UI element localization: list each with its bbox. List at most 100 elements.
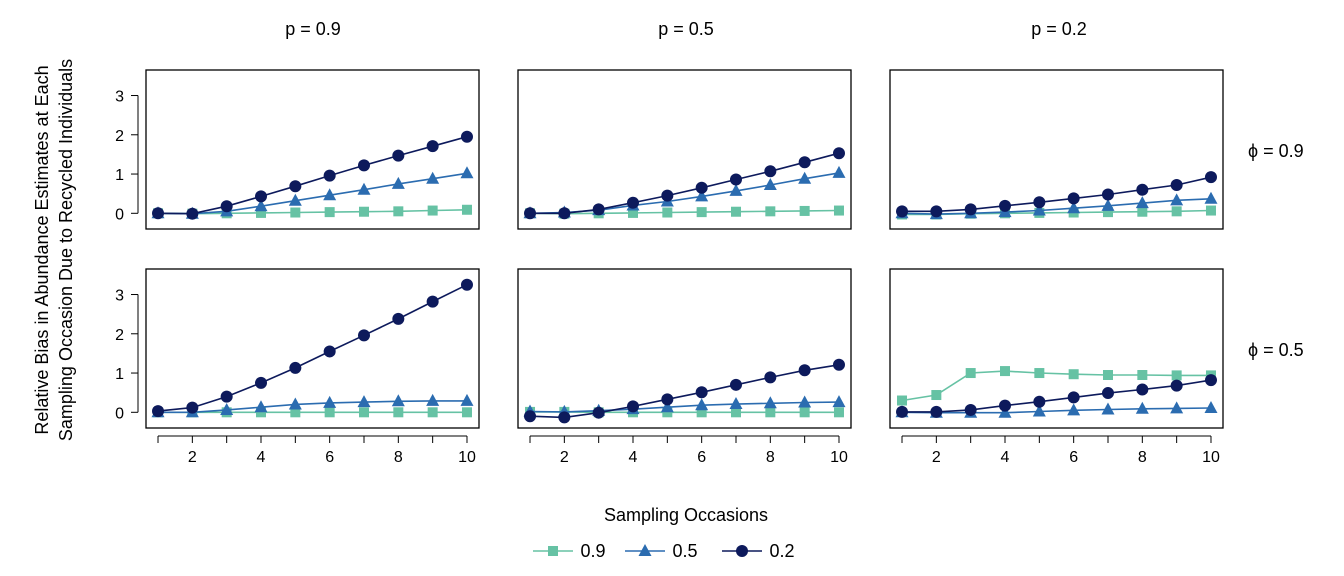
legend-item-0.5: 0.5	[625, 541, 698, 561]
data-point	[220, 200, 233, 213]
data-point	[220, 390, 233, 403]
col-label-p-0.2: p = 0.2	[1031, 19, 1087, 39]
data-point	[289, 180, 302, 193]
panel-r0-c0: 0 1 2 3	[115, 69, 480, 230]
data-point	[1170, 379, 1183, 392]
data-point	[930, 205, 943, 218]
data-point	[220, 402, 234, 415]
data-point	[358, 206, 369, 217]
data-point	[357, 159, 370, 172]
data-point	[1204, 400, 1218, 413]
column-labels: p = 0.9 p = 0.5 p = 0.2	[285, 19, 1087, 39]
data-point	[460, 130, 473, 143]
legend-label: 0.9	[580, 541, 605, 561]
data-point	[357, 395, 371, 408]
series-0.9	[897, 366, 1216, 406]
data-point	[964, 403, 977, 416]
panel-grid: 0 1 2 3 0 1 2 3 2 4 6 8 10 2 4 6 8 10 2 4 6 8 10	[115, 69, 1224, 466]
row-label-phi-0.9: ϕ = 0.9	[1248, 141, 1304, 161]
col-label-p-0.5: p = 0.5	[658, 19, 714, 39]
series-line	[158, 400, 467, 414]
data-point	[1067, 403, 1081, 416]
y-axis-title: Relative Bias in Abundance Estimates at …	[32, 59, 76, 441]
panel-r1-c2: 2 4 6 8 10	[889, 268, 1224, 466]
y-tick-label: 0	[115, 206, 124, 223]
series-0.2	[152, 130, 473, 220]
data-point	[729, 183, 743, 196]
data-point	[558, 207, 571, 220]
data-point	[393, 206, 404, 217]
x-tick-label: 8	[766, 449, 775, 466]
data-point	[627, 400, 640, 413]
data-point	[289, 361, 302, 374]
data-point	[763, 396, 777, 409]
series-line	[902, 176, 1212, 213]
data-point	[930, 405, 943, 418]
data-point	[524, 410, 537, 423]
x-tick-label: 6	[1069, 449, 1078, 466]
data-point	[152, 207, 165, 220]
data-point	[896, 405, 909, 418]
data-point	[324, 407, 335, 418]
x-tick-label: 2	[560, 449, 569, 466]
data-point	[254, 199, 268, 212]
data-point	[897, 395, 908, 406]
data-point	[833, 205, 844, 216]
data-point	[323, 345, 336, 358]
data-point	[391, 176, 405, 189]
data-point	[799, 407, 810, 418]
x-tick-label: 10	[458, 449, 476, 466]
data-point	[729, 173, 742, 186]
data-point	[592, 406, 605, 419]
data-point	[323, 169, 336, 182]
data-point	[832, 395, 846, 408]
data-point	[1068, 369, 1079, 380]
y-tick-label: 3	[115, 288, 124, 305]
data-point	[1170, 179, 1183, 192]
panel-frame	[145, 268, 480, 429]
data-point	[426, 171, 440, 184]
data-point	[764, 371, 777, 384]
data-point	[323, 188, 337, 201]
data-point	[1137, 370, 1148, 380]
y-tick-label: 2	[115, 128, 124, 145]
data-point	[1135, 401, 1149, 414]
series-line	[157, 209, 468, 215]
data-point	[393, 407, 404, 418]
data-point	[1067, 192, 1080, 205]
legend-item-0.9: 0.9	[533, 541, 606, 561]
data-point	[627, 196, 640, 209]
series-0.9	[897, 205, 1216, 220]
data-point	[832, 147, 845, 160]
data-point	[661, 393, 674, 406]
y-tick-label: 0	[115, 405, 124, 422]
data-point	[426, 140, 439, 153]
x-tick-label: 8	[1138, 449, 1147, 466]
x-tick-label: 6	[325, 449, 334, 466]
series-line	[157, 135, 468, 215]
legend-marker	[548, 546, 558, 556]
data-point	[999, 199, 1012, 212]
data-point	[357, 182, 371, 195]
data-point	[696, 407, 707, 418]
data-point	[324, 207, 335, 218]
data-point	[730, 407, 741, 418]
data-point	[765, 407, 776, 418]
data-point	[460, 278, 473, 291]
series-line	[529, 209, 840, 215]
series-line	[901, 407, 1212, 414]
series-line	[530, 152, 840, 215]
data-point	[931, 390, 942, 401]
legend-marker	[736, 545, 748, 557]
data-point	[460, 166, 474, 179]
panel-r1-c0: 0 1 2 3 2 4 6 8 10	[115, 268, 480, 466]
x-axis-title: Sampling Occasions	[604, 505, 768, 525]
data-point	[832, 165, 846, 178]
data-point	[729, 378, 742, 391]
data-point	[1101, 198, 1115, 211]
x-tick-label: 2	[188, 449, 197, 466]
legend: 0.9 0.5 0.2	[533, 541, 795, 561]
x-tick-label: 10	[830, 449, 848, 466]
data-point	[460, 393, 474, 406]
